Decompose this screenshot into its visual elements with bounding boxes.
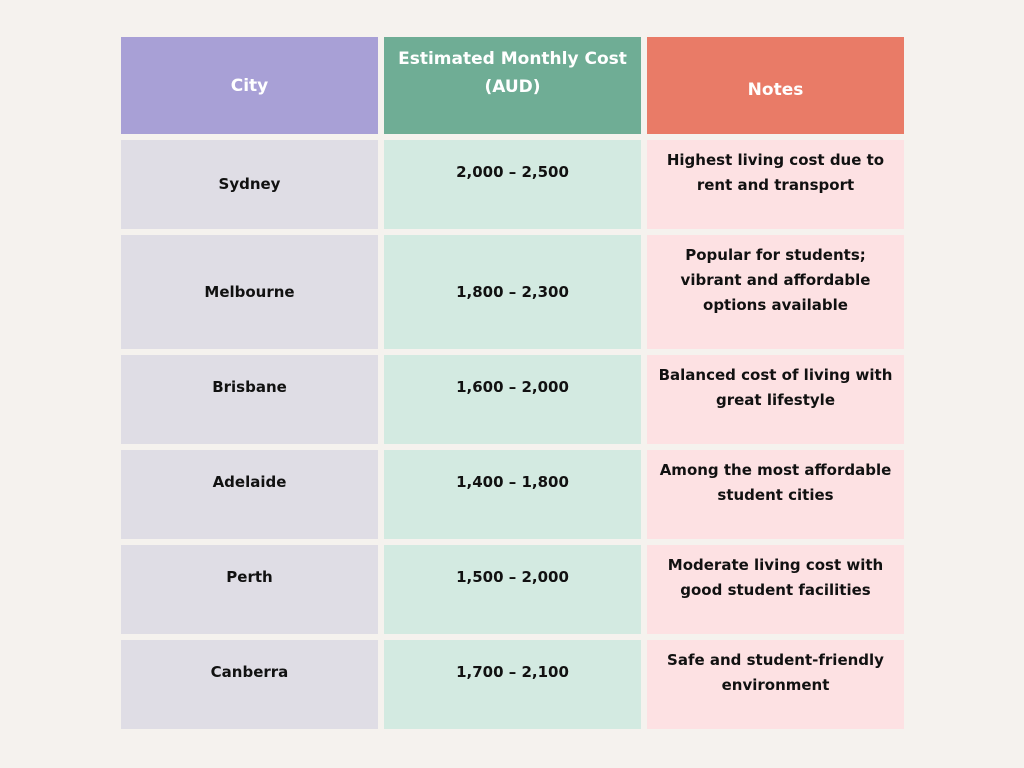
notes-cell: Among the most affordable student cities xyxy=(647,450,904,539)
city-cell: Perth xyxy=(121,545,378,634)
table-row: Melbourne 1,800 – 2,300 Popular for stud… xyxy=(121,235,904,349)
city-cell: Canberra xyxy=(121,640,378,729)
table-header-row: City Estimated Monthly Cost (AUD) Notes xyxy=(121,37,904,134)
table-row: Sydney 2,000 – 2,500 Highest living cost… xyxy=(121,140,904,229)
city-cell: Brisbane xyxy=(121,355,378,444)
table-row: Adelaide 1,400 – 1,800 Among the most af… xyxy=(121,450,904,539)
notes-cell: Popular for students; vibrant and afford… xyxy=(647,235,904,349)
city-cell: Sydney xyxy=(121,140,378,229)
table-row: Canberra 1,700 – 2,100 Safe and student-… xyxy=(121,640,904,729)
cost-cell: 1,600 – 2,000 xyxy=(384,355,641,444)
notes-cell: Highest living cost due to rent and tran… xyxy=(647,140,904,229)
cost-cell: 1,500 – 2,000 xyxy=(384,545,641,634)
header-cost: Estimated Monthly Cost (AUD) xyxy=(384,37,641,134)
cost-table: City Estimated Monthly Cost (AUD) Notes … xyxy=(121,37,904,735)
cost-cell: 1,800 – 2,300 xyxy=(384,235,641,349)
cost-cell: 1,700 – 2,100 xyxy=(384,640,641,729)
notes-cell: Balanced cost of living with great lifes… xyxy=(647,355,904,444)
table-row: Perth 1,500 – 2,000 Moderate living cost… xyxy=(121,545,904,634)
city-cell: Adelaide xyxy=(121,450,378,539)
notes-cell: Moderate living cost with good student f… xyxy=(647,545,904,634)
table-row: Brisbane 1,600 – 2,000 Balanced cost of … xyxy=(121,355,904,444)
header-city: City xyxy=(121,37,378,134)
city-cell: Melbourne xyxy=(121,235,378,349)
header-notes: Notes xyxy=(647,37,904,134)
notes-cell: Safe and student-friendly environment xyxy=(647,640,904,729)
cost-cell: 2,000 – 2,500 xyxy=(384,140,641,229)
cost-cell: 1,400 – 1,800 xyxy=(384,450,641,539)
